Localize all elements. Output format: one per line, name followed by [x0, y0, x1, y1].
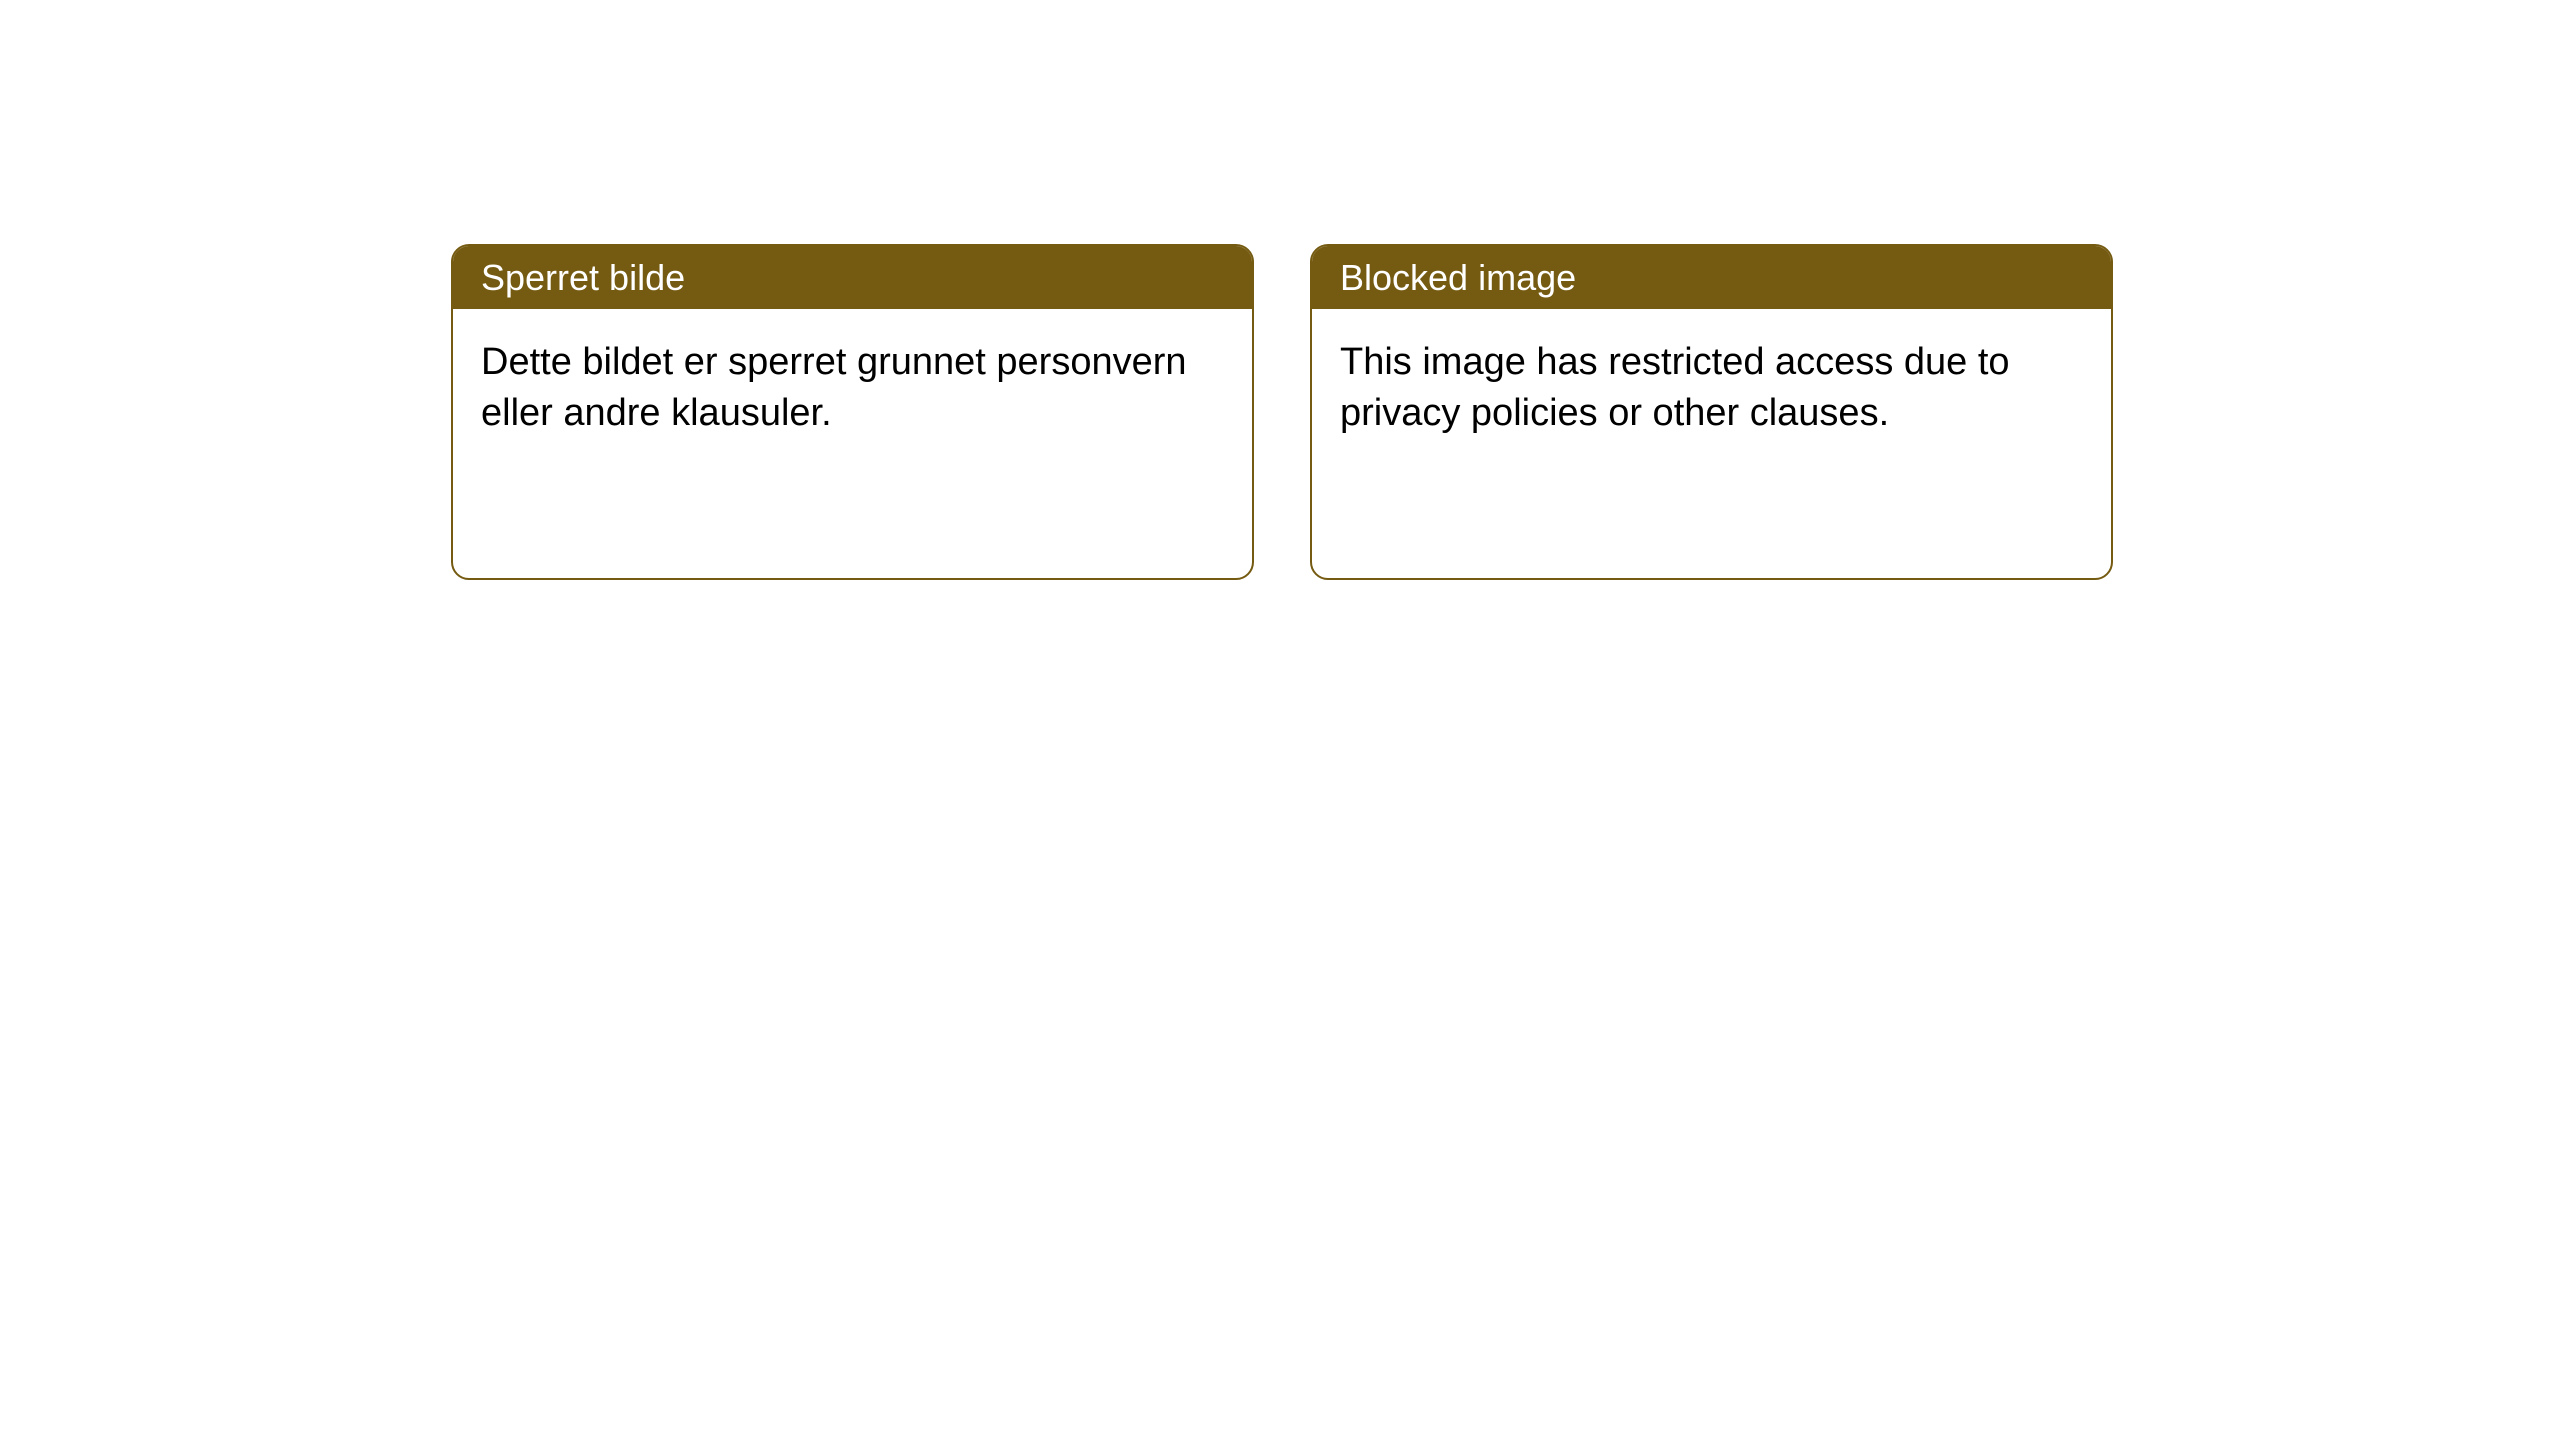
- notice-box-norwegian: Sperret bilde Dette bildet er sperret gr…: [451, 244, 1254, 580]
- notice-body-english: This image has restricted access due to …: [1312, 309, 2111, 468]
- notice-body-norwegian: Dette bildet er sperret grunnet personve…: [453, 309, 1252, 468]
- notice-container: Sperret bilde Dette bildet er sperret gr…: [0, 0, 2560, 580]
- notice-box-english: Blocked image This image has restricted …: [1310, 244, 2113, 580]
- notice-header-norwegian: Sperret bilde: [453, 246, 1252, 309]
- notice-header-english: Blocked image: [1312, 246, 2111, 309]
